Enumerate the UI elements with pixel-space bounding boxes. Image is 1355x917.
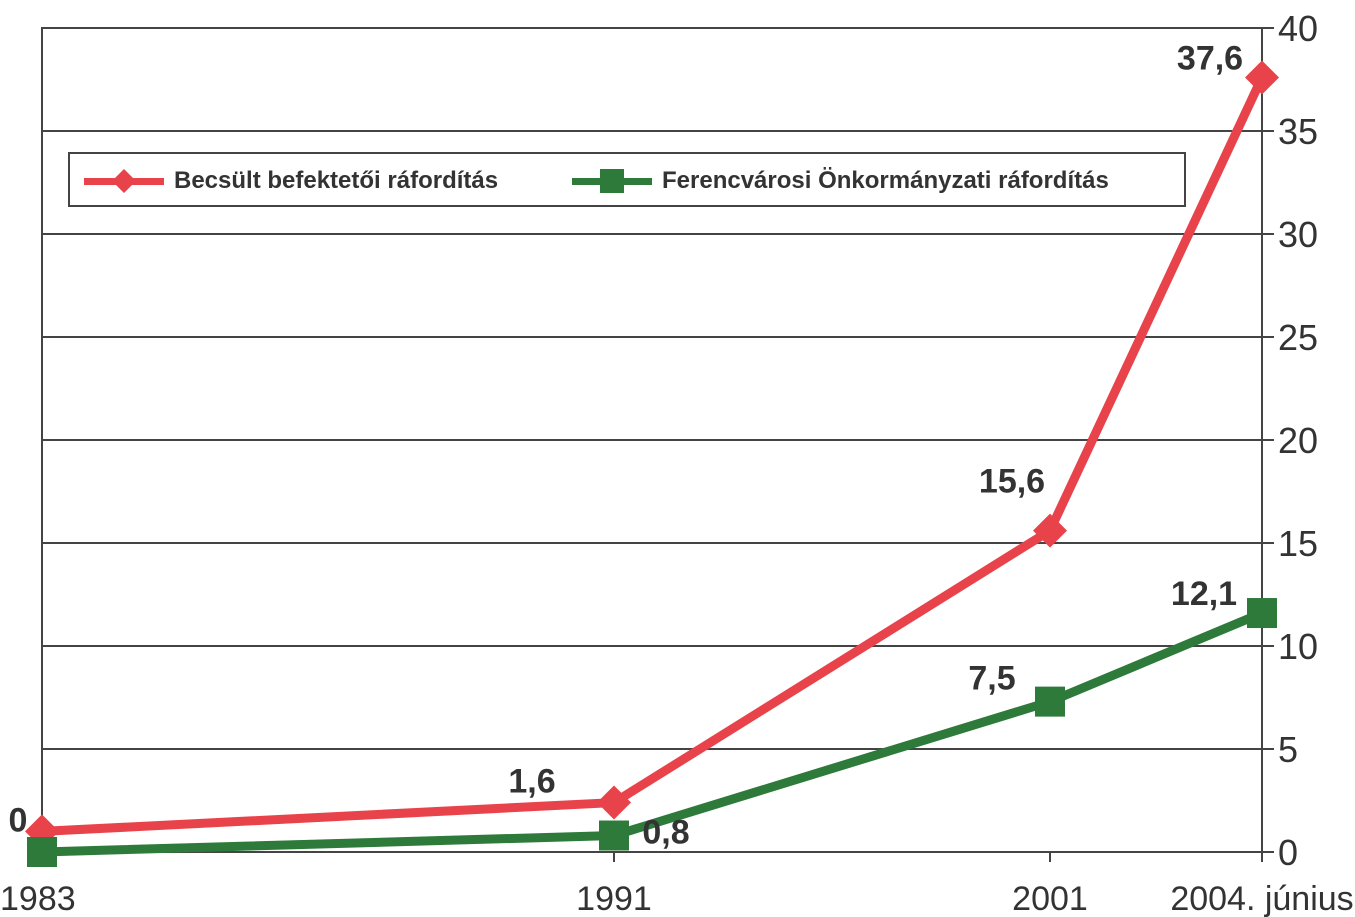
series-line-2	[41, 608, 1264, 857]
legend-label-series-2: Ferencvárosi Önkormányzati ráfordítás	[662, 167, 1109, 194]
series-1-point-2	[1033, 513, 1067, 548]
legend-swatch-series-2	[572, 166, 652, 196]
y-tick-label-5: 5	[1278, 729, 1298, 770]
y-tick-label-0: 0	[1278, 832, 1298, 873]
data-label-series-1-1: 1,6	[508, 763, 555, 801]
series-layer	[25, 60, 1279, 867]
data-label-series-2-1: 0,8	[642, 814, 689, 852]
x-tick-label-2: 2001	[1012, 880, 1088, 917]
data-label-series-1-2: 15,6	[979, 463, 1045, 501]
legend-label-series-1: Becsült befektetői ráfordítás	[174, 167, 499, 194]
y-tick-label-10: 10	[1278, 626, 1318, 667]
x-tick-label-3: 2004. június	[1170, 880, 1353, 917]
series-line-1	[41, 75, 1267, 836]
series-2-point-0	[27, 837, 57, 867]
y-tick-label-35: 35	[1278, 111, 1318, 152]
y-tick-label-25: 25	[1278, 317, 1318, 358]
grid-layer	[41, 27, 1263, 853]
label-layer: 0 1,6 15,6 37,6 0,8 7,5 12,1	[9, 39, 1244, 851]
legend-item-series-1: Becsült befektetői ráfordítás	[84, 166, 498, 196]
y-tick-label-30: 30	[1278, 214, 1318, 255]
data-label-series-1-0: 0	[9, 801, 28, 839]
series-2-point-1	[599, 820, 629, 851]
data-label-series-2-3: 12,1	[1171, 575, 1237, 613]
legend: Becsült befektetői ráfordítás Ferencváro…	[68, 152, 1186, 207]
series-2-point-2	[1035, 686, 1065, 717]
data-label-series-2-2: 7,5	[968, 660, 1015, 698]
axis-layer: 0 5 10 15 20 25 30 35 40 1983 1991 2001 2004. június	[0, 8, 1354, 917]
series-1-point-3	[1245, 60, 1279, 95]
y-tick-label-40: 40	[1278, 8, 1318, 49]
y-tick-label-20: 20	[1278, 420, 1318, 461]
x-tick-label-1: 1991	[576, 880, 652, 917]
y-tick-label-15: 15	[1278, 523, 1318, 564]
legend-swatch-series-1	[84, 166, 164, 196]
legend-item-series-2: Ferencvárosi Önkormányzati ráfordítás	[572, 166, 1109, 196]
series-2-point-3	[1247, 598, 1277, 629]
data-label-series-1-3: 37,6	[1177, 39, 1243, 77]
x-tick-label-0: 1983	[0, 880, 76, 917]
series-1-point-1	[597, 785, 631, 820]
